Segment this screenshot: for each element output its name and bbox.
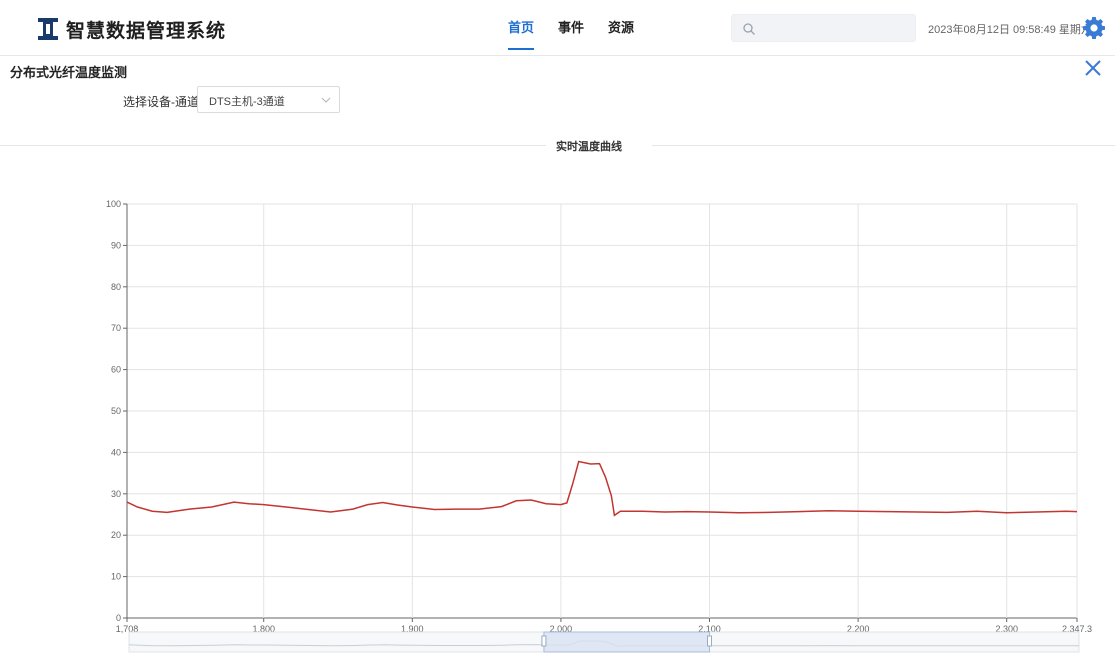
section-divider-right [652, 145, 1115, 146]
temperature-line-chart: 0 10 20 30 40 50 60 70 80 90 100 1,708 1,800 1,900 2,0… [106, 199, 1092, 653]
y-tick-label: 0 [116, 613, 121, 623]
y-tick-label: 20 [111, 530, 121, 540]
data-zoom-window [543, 631, 711, 653]
y-tick-label: 80 [111, 282, 121, 292]
x-tick-label: 2,200 [847, 624, 870, 634]
search-input[interactable] [762, 15, 912, 41]
temperature-series-line [126, 460, 1078, 517]
x-tick-label: 2,000 [550, 624, 573, 634]
nav-item-resources[interactable]: 资源 [608, 20, 635, 35]
current-datetime: 2023年08月12日 09:58:49 星期六 [928, 24, 1092, 36]
data-zoom-handle [707, 635, 713, 647]
section-divider-left [0, 145, 546, 146]
y-tick-label: 10 [111, 572, 121, 582]
nav-item-home[interactable]: 首页 [508, 0, 535, 56]
page-title: 分布式光纤温度监测 [10, 65, 128, 80]
y-tick-label: 40 [111, 447, 121, 457]
y-tick-label: 100 [106, 199, 121, 209]
y-tick-label: 70 [111, 323, 121, 333]
close-icon[interactable] [1083, 58, 1103, 78]
search-icon [743, 23, 755, 35]
app-title: 智慧数据管理系统 [66, 21, 227, 42]
x-tick-label: 2,300 [995, 624, 1018, 634]
section-title: 实时温度曲线 [556, 141, 622, 153]
x-tick-label: 2,100 [698, 624, 721, 634]
device-filter-label: 选择设备-通道: [123, 95, 203, 109]
search-box[interactable] [731, 14, 916, 42]
gear-icon[interactable] [1082, 16, 1106, 40]
nav-item-events[interactable]: 事件 [558, 20, 585, 35]
x-tick-label: 1,708 [116, 624, 139, 634]
y-tick-label: 90 [111, 240, 121, 250]
x-tick-label: 1,900 [401, 624, 424, 634]
y-tick-label: 60 [111, 365, 121, 375]
x-tick-label: 2,347.3 [1062, 624, 1092, 634]
logo-icon [38, 18, 58, 40]
top-bar: 智慧数据管理系统 首页 事件 资源 2023年08月12日 09:58:49 星… [0, 0, 1115, 56]
data-zoom-handle [541, 635, 547, 647]
main-nav: 首页 事件 资源 [508, 0, 658, 56]
chevron-down-icon [321, 97, 331, 103]
device-channel-value: DTS主机-3通道 [209, 96, 285, 108]
x-tick-label: 1,800 [252, 624, 275, 634]
y-tick-label: 50 [111, 406, 121, 416]
device-channel-select[interactable]: DTS主机-3通道 [197, 86, 340, 113]
y-tick-label: 30 [111, 489, 121, 499]
